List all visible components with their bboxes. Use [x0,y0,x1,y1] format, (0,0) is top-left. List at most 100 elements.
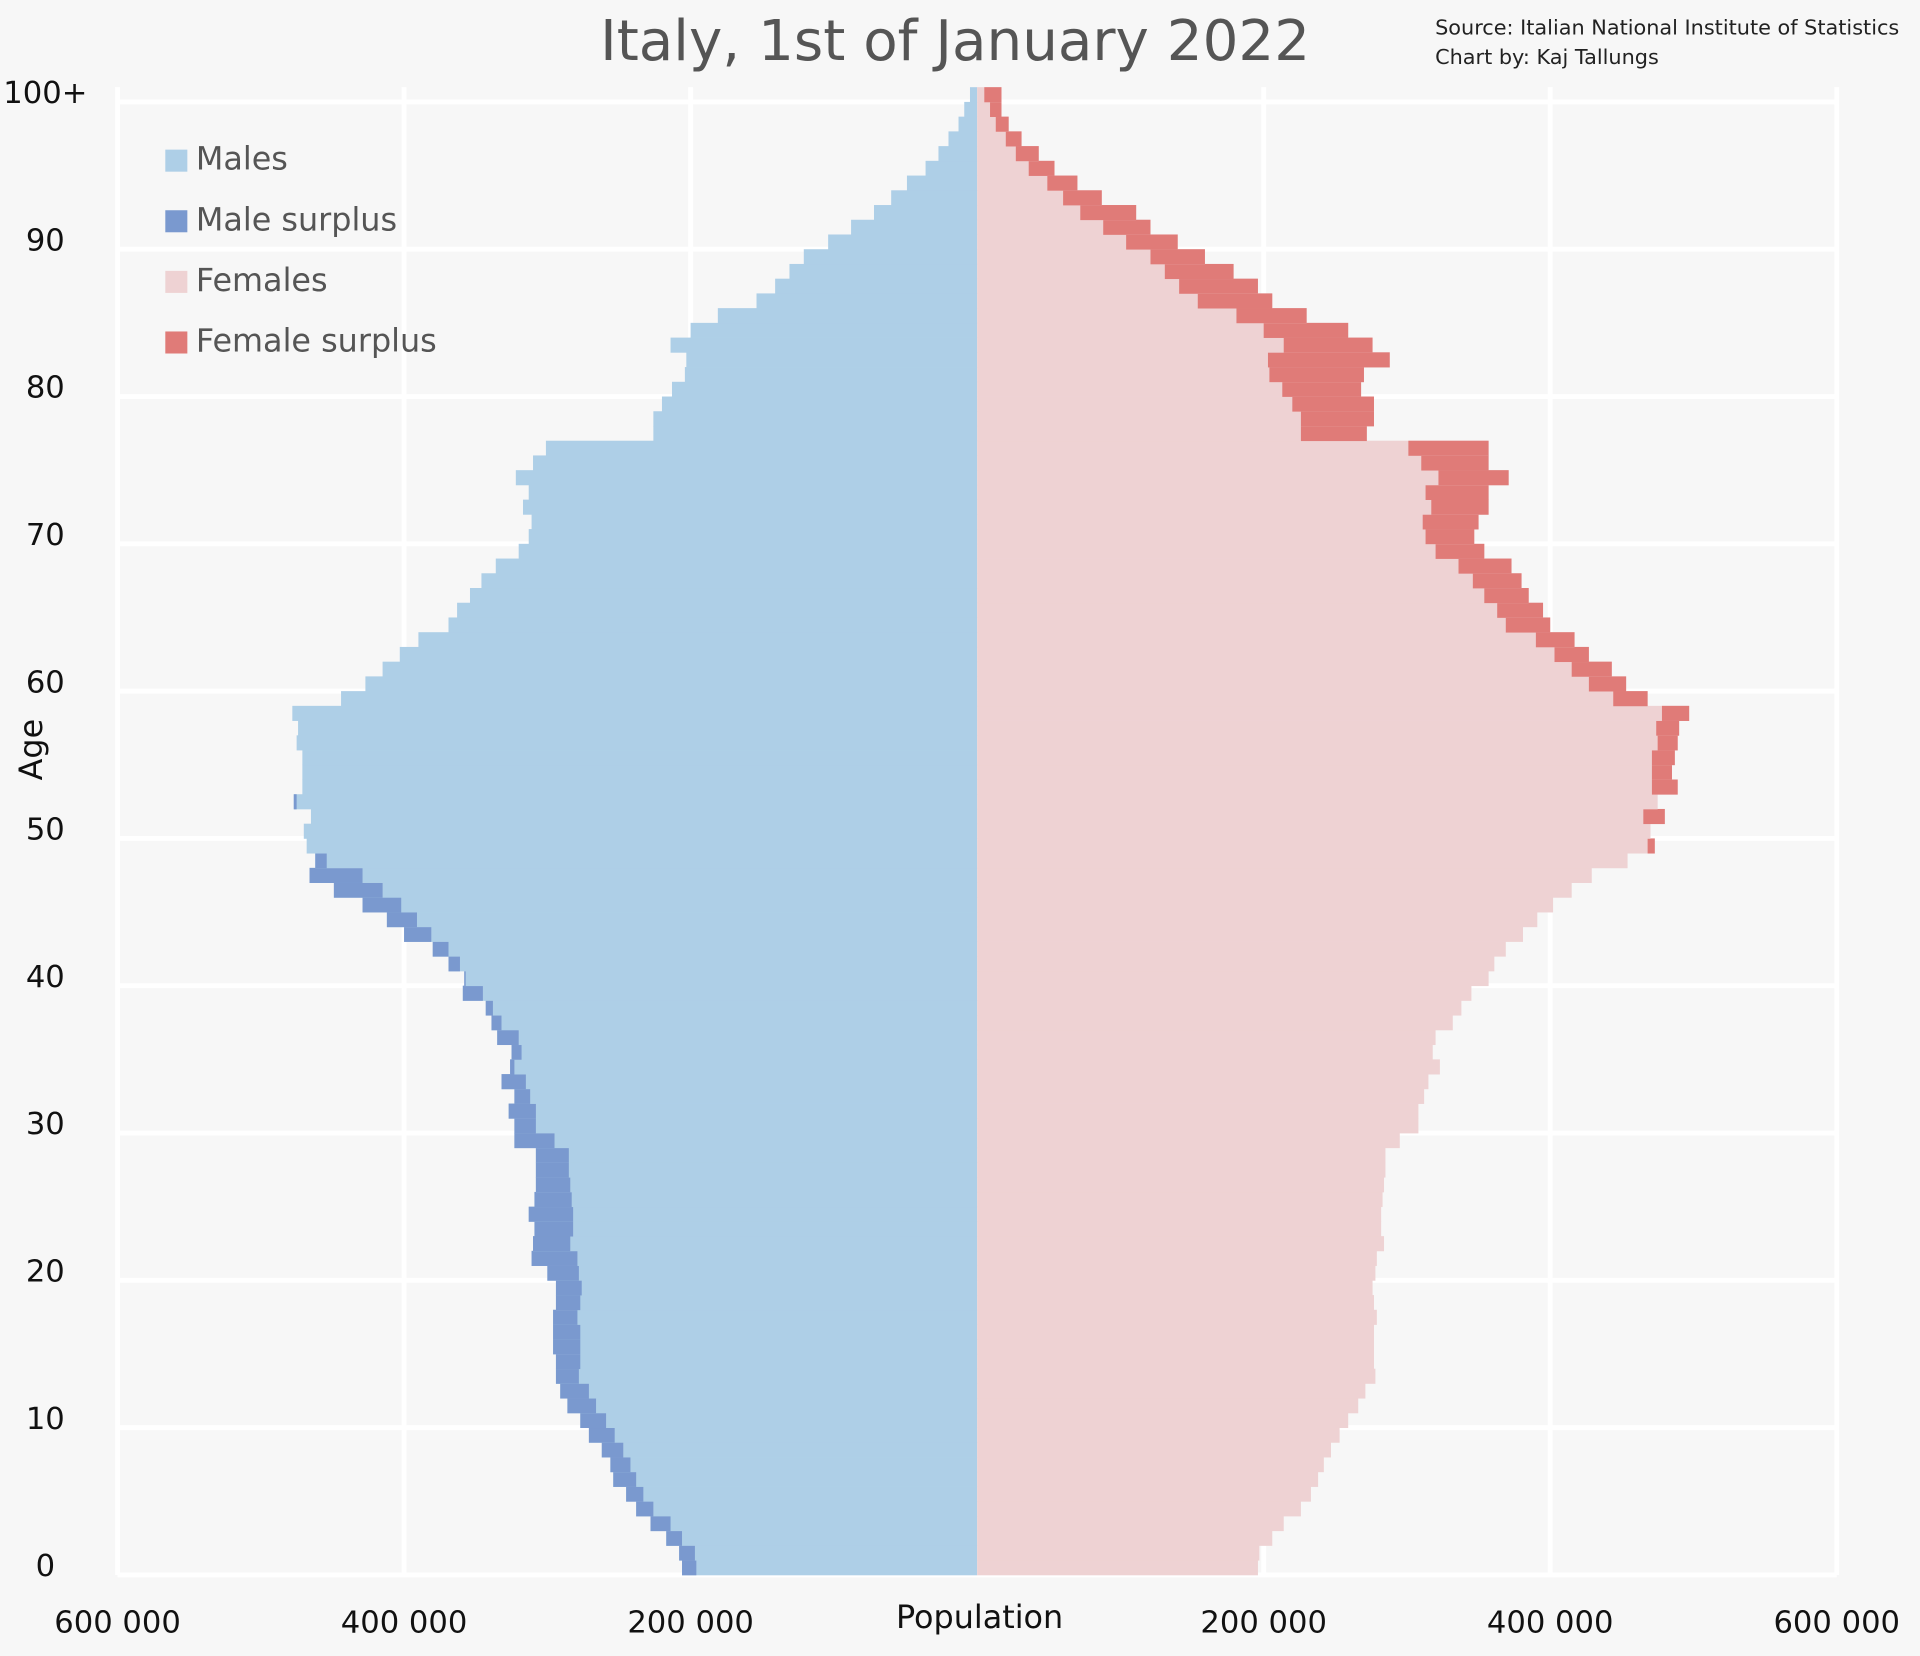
female-bar [977,676,1627,692]
female-bar [977,1560,1258,1576]
male-bar [469,588,978,604]
female-bar [977,1368,1376,1384]
male-bar [547,1265,978,1281]
female-bar [977,367,1364,383]
male-bar [491,1015,978,1031]
female-bar [977,1162,1386,1178]
female-bar [977,1398,1359,1414]
female-surplus-bar [1535,632,1575,648]
female-bar [977,1295,1374,1311]
female-surplus-bar [1472,573,1522,589]
male-bar [310,808,978,825]
female-bar [977,1457,1324,1473]
female-bar [977,1236,1385,1252]
male-surplus-bar [514,1118,536,1134]
male-bar [514,1118,978,1134]
male-surplus-bar [432,941,449,957]
male-surplus-bar [464,970,466,987]
female-surplus-bar [1047,175,1078,191]
male-bar [588,1427,978,1443]
x-tick-label: 200 000 [1200,1605,1327,1640]
male-surplus-bar [528,1206,574,1222]
male-surplus-bar [309,867,363,883]
male-surplus-bar [547,1265,579,1281]
female-bar [977,764,1672,780]
male-bar [518,543,978,559]
male-surplus-bar [679,1545,695,1561]
male-bar [464,970,978,987]
female-bar [977,1516,1284,1532]
female-bar [977,985,1472,1001]
female-surplus-bar [1647,838,1655,854]
male-bar [302,764,978,780]
legend-swatch [165,210,188,233]
male-bar [555,1368,978,1384]
female-bar [977,337,1373,353]
male-surplus-bar [610,1457,631,1473]
male-surplus-bar [533,1236,571,1252]
male-bar [399,646,978,663]
female-bar [977,1103,1419,1119]
male-surplus-bar [510,1059,515,1075]
male-bar [382,661,978,677]
male-surplus-bar [535,1177,571,1193]
female-surplus-bar [1300,425,1367,442]
female-bar [977,529,1475,545]
male-bar [533,1236,978,1252]
male-bar [497,1029,978,1046]
male-bar [514,1133,978,1149]
male-bar [938,146,978,162]
male-surplus-bar [650,1516,671,1532]
female-bar [977,1250,1377,1266]
female-surplus-bar [1282,381,1362,397]
male-surplus-bar [567,1398,597,1414]
female-bar [977,1191,1383,1208]
male-bar [626,1486,978,1502]
credit: Chart by: Kaj Tallungs [1435,45,1659,69]
male-bar [462,985,978,1001]
male-bar [925,160,978,176]
male-surplus-bar [626,1486,644,1502]
female-bar [977,1133,1400,1149]
x-tick-label: 400 000 [1487,1605,1614,1640]
female-bar [977,735,1678,751]
female-bar [977,794,1658,810]
male-bar [873,205,978,221]
male-surplus-bar [553,1309,578,1325]
female-surplus-bar [1015,146,1039,162]
male-surplus-bar [531,1250,578,1266]
female-bar [977,499,1489,515]
male-surplus-bar [555,1280,582,1296]
male-bar [580,1412,978,1429]
male-surplus-bar [514,1088,531,1104]
female-surplus-bar [1063,190,1102,206]
x-tick-label: 400 000 [341,1605,468,1640]
male-bar [511,1044,978,1060]
female-bar [977,970,1489,987]
female-bar [977,558,1512,574]
female-bar [977,838,1655,854]
male-bar [510,1059,978,1075]
male-bar [555,1353,978,1370]
male-bar [601,1442,978,1458]
female-bar [977,1280,1373,1296]
female-bar [977,691,1648,707]
male-surplus-bar [535,1162,569,1178]
female-surplus-bar [1484,588,1529,604]
female-bar [977,396,1374,412]
male-bar [457,602,978,618]
legend-label: Males [196,140,288,178]
female-bar [977,646,1589,663]
female-bar [977,912,1538,928]
male-bar [891,190,978,206]
male-surplus-bar [555,1368,579,1384]
male-bar [448,956,978,972]
female-surplus-bar [990,101,1002,118]
female-bar [977,1074,1429,1090]
male-bar [958,116,978,132]
female-surplus-bar [1408,440,1489,456]
female-surplus-bar [1613,691,1648,707]
female-bar [977,588,1529,604]
male-bar [686,352,978,368]
male-bar [682,1560,978,1576]
